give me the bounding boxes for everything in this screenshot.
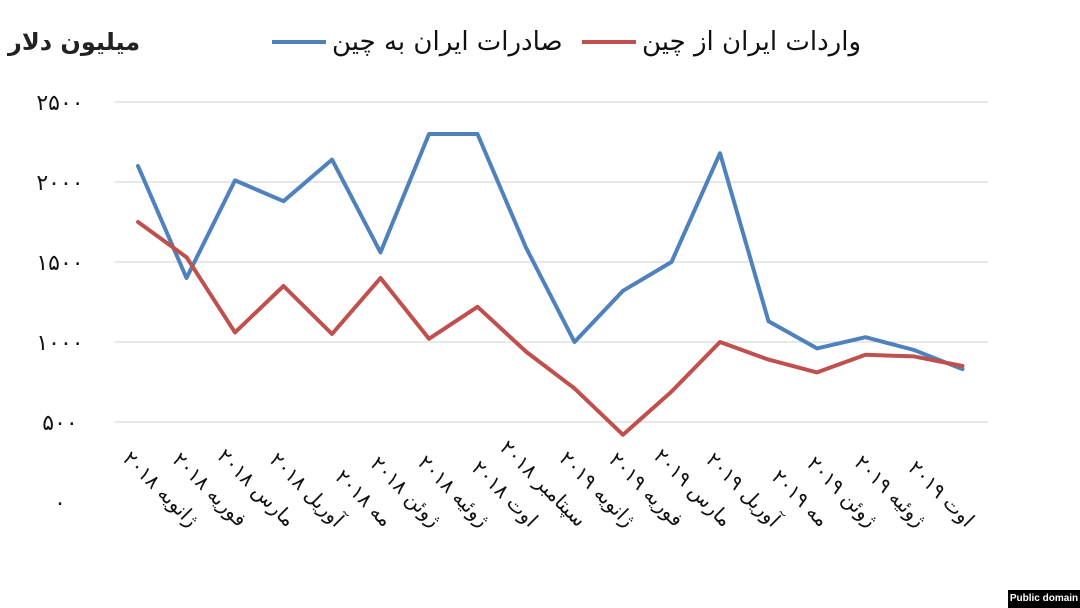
legend-item-exports: صادرات ایران به چین <box>272 22 563 62</box>
y-axis-unit-label: میلیون دلار <box>8 28 141 56</box>
series-line-exports <box>136 132 965 372</box>
y-tick-label: ۲۵۰۰ <box>36 91 83 116</box>
legend-swatch-imports <box>582 40 636 44</box>
y-tick-label: ۱۵۰۰ <box>36 251 83 276</box>
y-tick-label: ۲۰۰۰ <box>36 171 83 196</box>
legend-label-exports: صادرات ایران به چین <box>332 27 563 57</box>
credit-badge: Public domain <box>1008 590 1080 608</box>
y-tick-label: ۵۰۰ <box>42 411 77 436</box>
legend-swatch-exports <box>272 40 326 44</box>
y-tick-label: ۱۰۰۰ <box>36 331 83 356</box>
y-tick-label: ۰ <box>54 491 66 516</box>
legend-item-imports: واردات ایران از چین <box>582 22 861 62</box>
legend-label-imports: واردات ایران از چین <box>642 27 862 57</box>
series-line-imports <box>136 220 965 437</box>
